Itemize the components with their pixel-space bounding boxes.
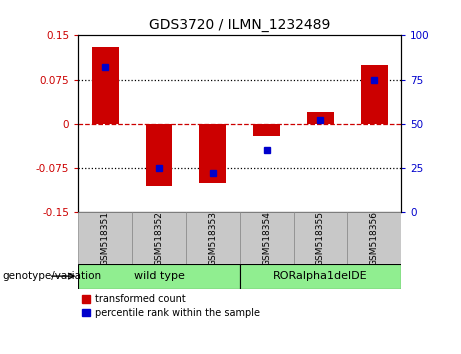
Bar [146, 124, 172, 186]
Legend: transformed count, percentile rank within the sample: transformed count, percentile rank withi… [78, 290, 264, 322]
Bar [92, 47, 118, 124]
Bar [240, 264, 401, 289]
Bar [294, 212, 347, 264]
Text: GSM518353: GSM518353 [208, 211, 217, 266]
Text: genotype/variation: genotype/variation [2, 271, 101, 281]
Bar [186, 212, 240, 264]
Bar [78, 264, 240, 289]
Bar [361, 65, 388, 124]
Text: GSM518354: GSM518354 [262, 211, 271, 266]
Bar [240, 212, 294, 264]
Text: RORalpha1delDE: RORalpha1delDE [273, 271, 368, 281]
Text: GSM518355: GSM518355 [316, 211, 325, 266]
Title: GDS3720 / ILMN_1232489: GDS3720 / ILMN_1232489 [149, 18, 331, 32]
Bar [347, 212, 401, 264]
Bar [199, 124, 226, 183]
Bar [132, 212, 186, 264]
Bar [253, 124, 280, 136]
Bar [78, 212, 132, 264]
Text: GSM518352: GSM518352 [154, 211, 164, 266]
Bar [307, 112, 334, 124]
Text: GSM518351: GSM518351 [101, 211, 110, 266]
Text: wild type: wild type [134, 271, 184, 281]
Text: GSM518356: GSM518356 [370, 211, 378, 266]
